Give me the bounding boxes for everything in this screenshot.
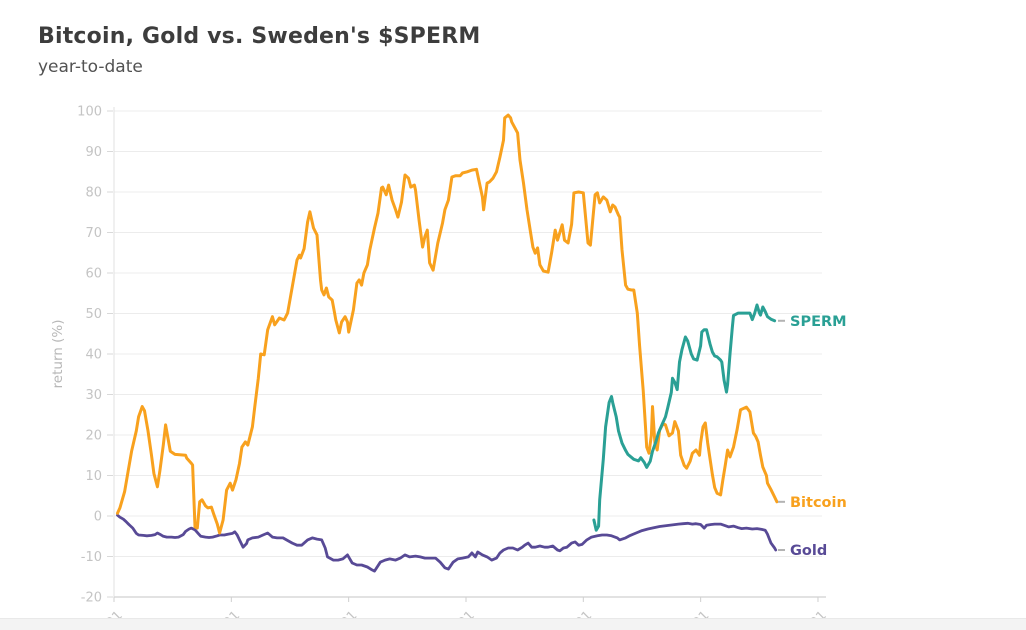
legend-label-sperm: SPERM bbox=[790, 314, 847, 330]
y-tick-label: 40 bbox=[85, 348, 102, 363]
legend-label-gold: Gold bbox=[790, 543, 827, 559]
y-tick-label: 70 bbox=[85, 226, 102, 241]
y-tick-label: 50 bbox=[85, 307, 102, 322]
legend-label-bitcoin: Bitcoin bbox=[790, 495, 847, 511]
y-tick-label: -10 bbox=[81, 550, 102, 565]
y-tick-label: 60 bbox=[85, 267, 102, 282]
series-line-gold bbox=[116, 513, 778, 573]
series-line-sperm bbox=[592, 303, 777, 532]
y-tick-label: 10 bbox=[85, 469, 102, 484]
y-tick-label: -20 bbox=[81, 591, 102, 606]
page-subtitle: year-to-date bbox=[38, 57, 143, 77]
y-tick-label: 30 bbox=[85, 388, 102, 403]
y-tick-label: 20 bbox=[85, 429, 102, 444]
y-tick-label: 100 bbox=[77, 105, 102, 120]
y-tick-label: 80 bbox=[85, 186, 102, 201]
y-tick-label: 90 bbox=[85, 145, 102, 160]
bottom-panel-edge bbox=[0, 618, 1026, 630]
page-title: Bitcoin, Gold vs. Sweden's $SPERM bbox=[38, 24, 481, 49]
y-axis-title: return (%) bbox=[50, 320, 66, 389]
y-tick-label: 0 bbox=[94, 510, 102, 525]
series-line-bitcoin bbox=[116, 113, 779, 535]
